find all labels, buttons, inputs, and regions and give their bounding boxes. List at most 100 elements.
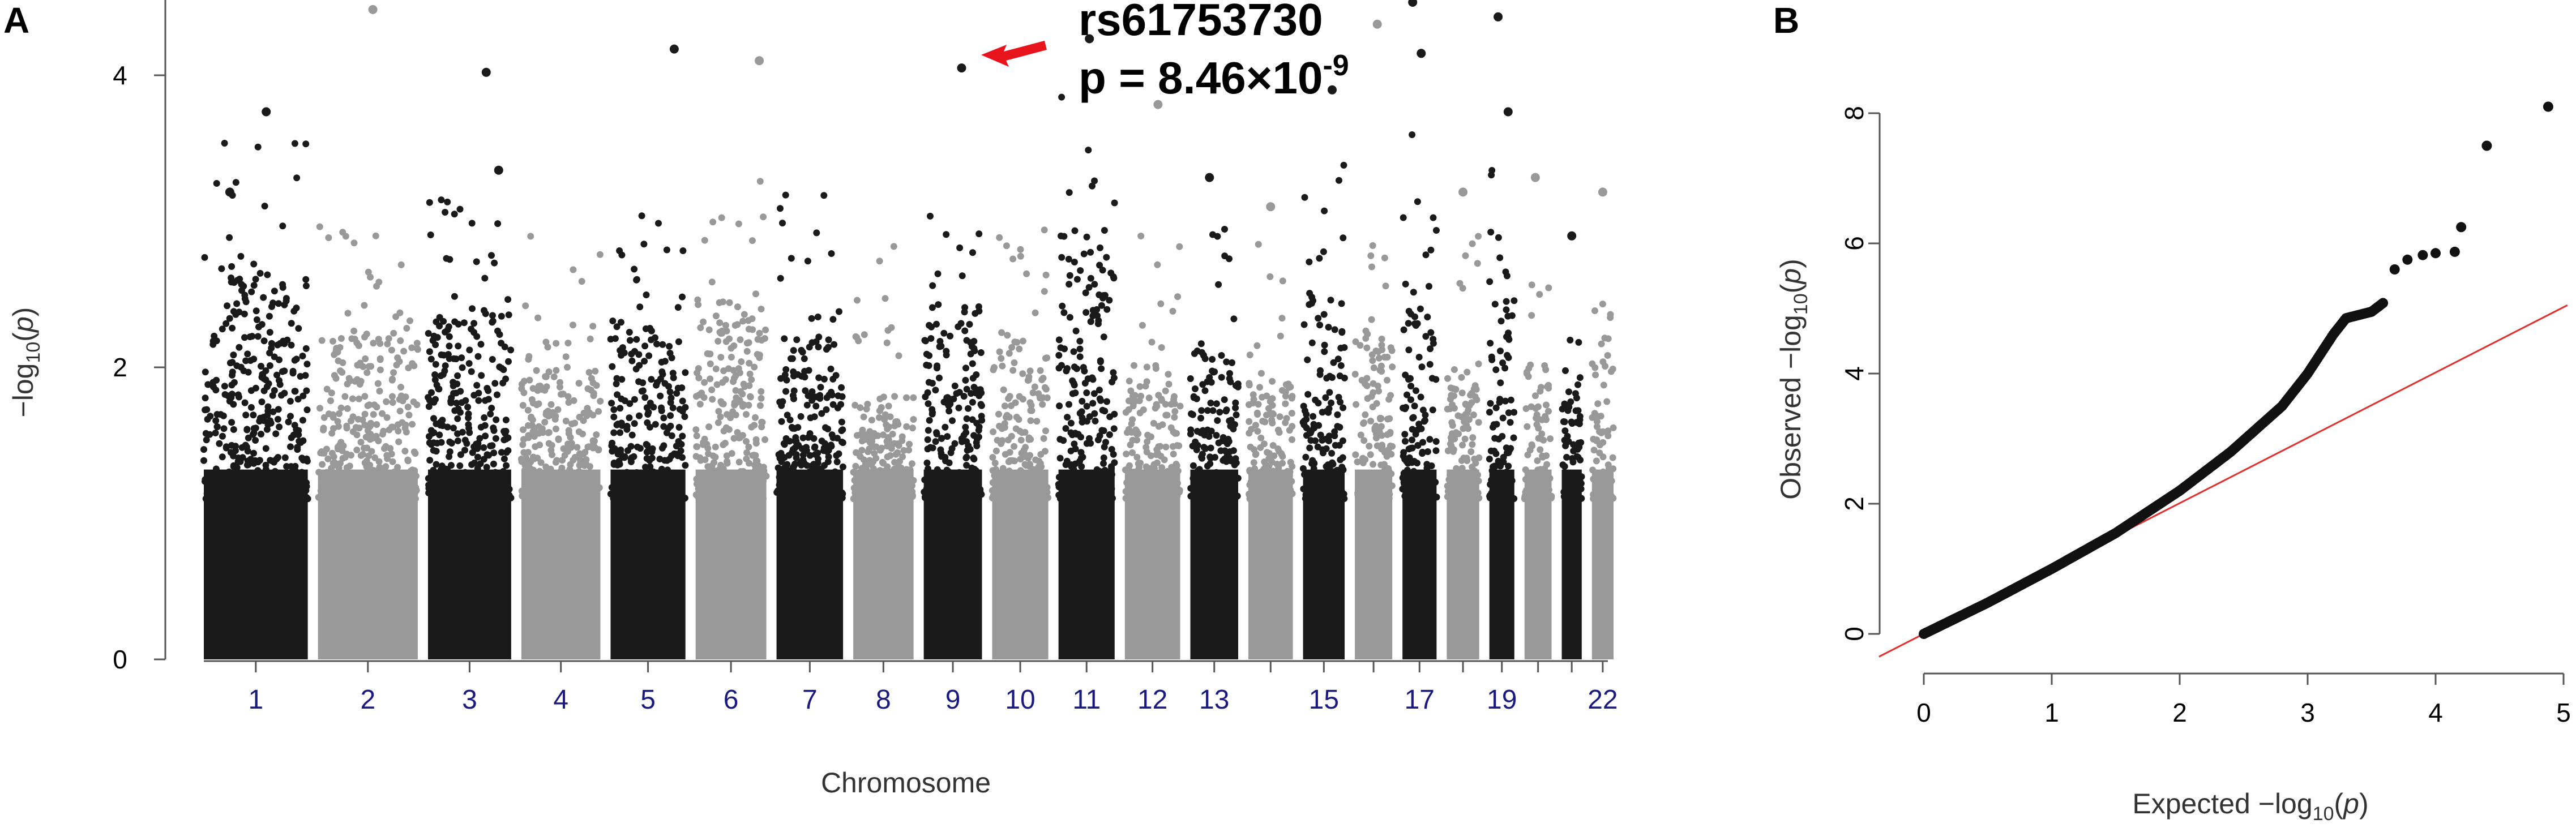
snp-point xyxy=(461,447,468,454)
snp-point xyxy=(597,397,604,405)
snp-point xyxy=(1082,495,1089,502)
snp-point xyxy=(696,401,704,408)
snp-point xyxy=(1174,468,1182,474)
snp-point xyxy=(236,479,243,486)
snp-point xyxy=(1003,242,1010,250)
snp-point xyxy=(1574,381,1581,388)
snp-point xyxy=(1570,441,1577,448)
snp-point xyxy=(1250,495,1257,502)
snp-point xyxy=(1246,351,1253,359)
snp-point xyxy=(576,450,583,457)
snp-point xyxy=(1035,390,1042,397)
snp-point xyxy=(1005,468,1013,474)
snp-point xyxy=(1087,248,1094,256)
snp-point xyxy=(1189,411,1196,418)
snp-point xyxy=(1226,494,1234,501)
snp-point xyxy=(1143,464,1150,471)
snp-point xyxy=(962,429,970,436)
snp-point xyxy=(996,475,1004,483)
snp-point xyxy=(217,411,224,418)
snp-point xyxy=(838,418,845,426)
snp-point xyxy=(748,237,756,245)
snp-point xyxy=(365,268,372,276)
snp-point xyxy=(1097,397,1105,404)
snp-point xyxy=(814,314,821,320)
snp-point xyxy=(1444,405,1451,413)
snp-point xyxy=(302,276,310,283)
snp-point xyxy=(1317,431,1324,439)
snp-point xyxy=(870,430,878,437)
snp-point xyxy=(1039,375,1047,382)
snp-point xyxy=(1203,484,1210,491)
snp-point xyxy=(324,455,332,462)
snp-point xyxy=(737,488,744,496)
snp-point xyxy=(1169,307,1176,315)
snp-point xyxy=(266,312,273,320)
snp-point xyxy=(228,381,236,389)
snp-point xyxy=(572,473,579,479)
snp-point xyxy=(712,481,719,487)
snp-point xyxy=(1545,284,1552,291)
snp-point xyxy=(1533,421,1541,428)
snp-point xyxy=(1410,289,1417,296)
snp-point xyxy=(1142,482,1149,489)
snp-point xyxy=(670,374,677,381)
snp-point xyxy=(1096,387,1103,394)
chromosome-18-points xyxy=(1444,187,1483,659)
snp-point xyxy=(732,478,739,486)
snp-point xyxy=(995,481,1002,488)
snp-point xyxy=(1430,214,1437,221)
snp-point xyxy=(1578,495,1585,502)
snp-point xyxy=(1042,448,1049,455)
snp-point xyxy=(1193,395,1200,402)
snp-point xyxy=(880,431,887,439)
snp-point xyxy=(789,355,796,362)
snp-point xyxy=(1026,367,1034,375)
snp-point xyxy=(396,408,404,415)
snp-point xyxy=(365,495,373,503)
snp-point xyxy=(356,395,362,402)
snp-point xyxy=(713,381,721,388)
snp-point xyxy=(1109,495,1116,502)
snp-point xyxy=(1337,345,1345,351)
snp-point xyxy=(1062,461,1069,468)
snp-point xyxy=(327,469,335,476)
snp-point xyxy=(752,440,760,447)
snp-point xyxy=(474,443,481,450)
snp-point xyxy=(1448,419,1456,426)
snp-point xyxy=(1159,421,1166,428)
snp-point xyxy=(1103,306,1111,313)
snp-point xyxy=(1459,285,1466,292)
snp-point xyxy=(782,366,790,373)
snp-point xyxy=(887,413,894,421)
snp-point xyxy=(350,485,358,492)
snp-point xyxy=(712,365,720,372)
snp-point xyxy=(584,443,592,451)
snp-point xyxy=(735,458,743,466)
snp-point xyxy=(520,378,528,385)
snp-point xyxy=(1125,484,1132,492)
snp-point xyxy=(1099,267,1106,274)
snp-point xyxy=(443,478,451,486)
snp-point xyxy=(934,490,942,497)
snp-point xyxy=(696,454,704,461)
snp-point xyxy=(527,233,534,240)
snp-point xyxy=(283,463,290,470)
snp-point xyxy=(448,394,455,401)
snp-point xyxy=(721,440,729,447)
snp-point xyxy=(854,489,861,496)
snp-point xyxy=(1108,445,1115,453)
snp-point xyxy=(1080,250,1088,258)
snp-point xyxy=(290,431,297,439)
snp-point xyxy=(587,387,594,394)
snp-point xyxy=(1165,475,1172,482)
snp-point xyxy=(1355,493,1362,500)
snp-point xyxy=(929,282,936,289)
snp-point xyxy=(504,447,512,454)
snp-point xyxy=(835,450,842,457)
snp-point xyxy=(921,476,928,483)
snp-point xyxy=(1363,344,1371,351)
snp-point xyxy=(1469,441,1476,448)
chromosome-7-dense-band xyxy=(776,469,844,659)
snp-point xyxy=(632,494,639,501)
